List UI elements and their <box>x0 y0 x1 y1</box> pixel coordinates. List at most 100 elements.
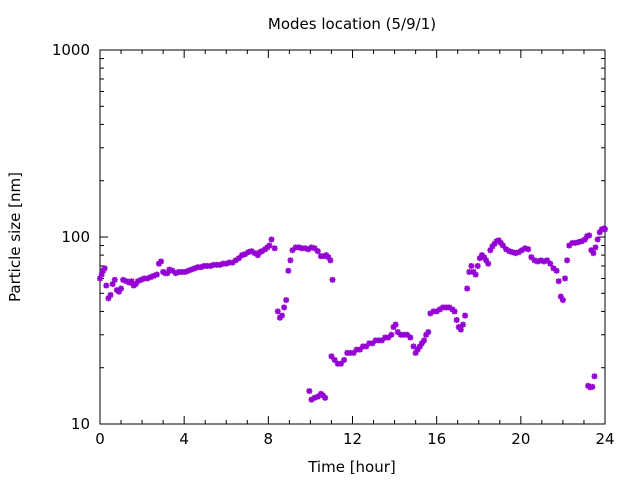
y-axis-label: Particle size [nm] <box>6 172 24 302</box>
data-point <box>175 268 182 275</box>
data-point <box>591 373 598 380</box>
data-point <box>550 265 557 272</box>
data-point <box>433 308 440 315</box>
data-point <box>198 264 204 271</box>
data-point <box>111 276 118 283</box>
data-point <box>302 245 309 252</box>
data-point <box>103 282 110 289</box>
data-point <box>562 275 569 282</box>
data-point <box>509 249 516 256</box>
data-point <box>251 250 258 257</box>
data-point <box>392 321 399 328</box>
data-point <box>375 337 382 344</box>
data-point <box>602 226 608 233</box>
data-point <box>481 254 488 261</box>
data-point <box>308 244 315 251</box>
data-point <box>172 270 179 277</box>
y-tick-label: 10 <box>71 415 90 433</box>
data-point <box>410 343 417 350</box>
data-point <box>341 356 348 363</box>
data-point <box>559 297 566 304</box>
data-point <box>537 257 544 264</box>
data-point <box>115 288 122 295</box>
data-point <box>423 331 430 338</box>
data-point <box>491 240 498 247</box>
data-point <box>107 291 114 298</box>
data-points <box>97 225 608 403</box>
x-tick-label: 20 <box>511 430 530 448</box>
data-point <box>118 285 125 292</box>
data-point <box>158 258 165 265</box>
x-tick-label: 16 <box>427 430 446 448</box>
data-point <box>285 267 292 274</box>
data-point <box>582 236 589 243</box>
data-point <box>594 236 601 243</box>
data-point <box>493 238 500 245</box>
data-point <box>98 271 105 278</box>
data-point <box>105 295 112 302</box>
data-point <box>476 255 483 262</box>
data-point <box>185 267 192 274</box>
data-point <box>271 245 278 252</box>
data-point <box>204 262 211 269</box>
data-point <box>506 248 513 255</box>
data-point <box>466 268 473 275</box>
data-point <box>229 259 236 266</box>
data-point <box>331 356 338 363</box>
data-point <box>128 278 135 285</box>
data-point <box>226 259 233 266</box>
data-point <box>425 329 432 336</box>
x-tick-labels: 0 4 8 12 16 20 24 <box>95 430 614 448</box>
data-point <box>390 324 397 331</box>
data-point <box>404 331 411 338</box>
data-point <box>169 267 176 274</box>
data-point <box>372 337 379 344</box>
data-point <box>388 331 395 338</box>
data-point <box>283 297 290 304</box>
data-point <box>427 310 434 317</box>
data-point <box>101 265 108 272</box>
data-point <box>418 340 425 347</box>
data-point <box>553 267 560 274</box>
data-point <box>259 248 266 255</box>
data-point <box>421 337 428 344</box>
data-point <box>213 261 220 268</box>
data-point <box>356 346 363 353</box>
data-point <box>503 246 510 253</box>
data-point <box>322 394 329 401</box>
y-tick-label: 100 <box>61 228 90 246</box>
data-point <box>289 247 296 254</box>
data-point <box>109 281 116 288</box>
data-point <box>305 246 312 253</box>
data-point <box>232 257 239 264</box>
data-point <box>525 246 532 253</box>
data-point <box>281 304 288 311</box>
data-point <box>292 244 299 251</box>
data-point <box>369 340 376 347</box>
data-point <box>472 271 479 278</box>
data-point <box>188 266 195 273</box>
data-point <box>337 360 344 367</box>
data-point <box>485 260 492 267</box>
data-point <box>182 268 189 275</box>
data-point <box>327 257 334 264</box>
data-point <box>245 249 252 256</box>
data-point <box>179 268 186 275</box>
data-point <box>451 308 458 315</box>
y-tick-label: 1000 <box>52 41 90 59</box>
data-point <box>589 383 596 390</box>
data-point <box>207 262 214 269</box>
data-point <box>564 257 571 264</box>
data-point <box>147 274 154 281</box>
data-point <box>566 242 573 249</box>
data-point <box>144 275 151 282</box>
data-point <box>394 329 401 336</box>
data-point <box>430 308 437 315</box>
data-point <box>436 306 443 313</box>
data-point <box>462 312 469 319</box>
data-point <box>239 252 246 259</box>
data-point <box>578 238 585 245</box>
data-point <box>153 271 160 278</box>
x-tick-label: 4 <box>179 430 189 448</box>
data-point <box>347 349 354 356</box>
